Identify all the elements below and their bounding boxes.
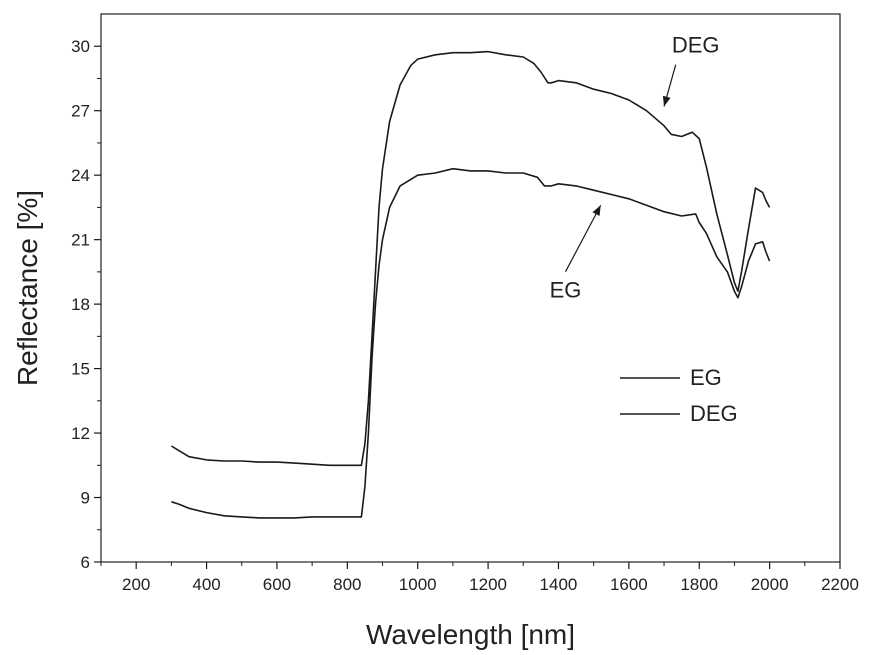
x-tick-label: 1200 — [469, 575, 507, 594]
y-tick-label: 18 — [71, 295, 90, 314]
x-tick-label: 2200 — [821, 575, 859, 594]
y-tick-label: 21 — [71, 231, 90, 250]
legend-label-deg: DEG — [690, 401, 738, 426]
y-tick-label: 12 — [71, 424, 90, 443]
y-tick-label: 24 — [71, 166, 90, 185]
x-axis-title: Wavelength [nm] — [366, 619, 575, 650]
x-tick-label: 600 — [263, 575, 291, 594]
y-tick-label: 6 — [81, 553, 90, 572]
y-axis: 6 9 12 15 18 21 24 27 30 — [71, 37, 101, 572]
series-layer — [170, 50, 771, 519]
y-tick-label: 27 — [71, 102, 90, 121]
legend-label-eg: EG — [690, 365, 722, 390]
y-axis-title: Reflectance [%] — [12, 190, 43, 386]
x-tick-label: 1000 — [399, 575, 437, 594]
x-tick-label: 1600 — [610, 575, 648, 594]
legend: EG DEG — [620, 365, 738, 426]
plot-area — [100, 13, 841, 563]
annotation-label-deg: DEG — [672, 33, 720, 58]
x-tick-label: 1800 — [680, 575, 718, 594]
x-tick-label: 2000 — [751, 575, 789, 594]
annotation-arrow-head — [592, 205, 601, 216]
annotations: DEG EG — [550, 33, 720, 303]
annotation-arrow-shaft — [564, 204, 602, 272]
y-tick-label: 15 — [71, 360, 90, 379]
x-tick-label: 400 — [192, 575, 220, 594]
annotation-arrow-head — [662, 95, 671, 107]
x-axis: 200 400 600 800 1000 1200 1400 1600 1800 2000 2200 — [100, 562, 859, 594]
series-line-deg — [170, 50, 771, 467]
annotation-label-eg: EG — [550, 278, 582, 303]
x-tick-label: 1400 — [540, 575, 578, 594]
x-tick-label: 200 — [122, 575, 150, 594]
y-tick-label: 30 — [71, 37, 90, 56]
series-line-eg — [171, 167, 771, 519]
y-tick-label: 9 — [81, 489, 90, 508]
x-tick-label: 800 — [333, 575, 361, 594]
